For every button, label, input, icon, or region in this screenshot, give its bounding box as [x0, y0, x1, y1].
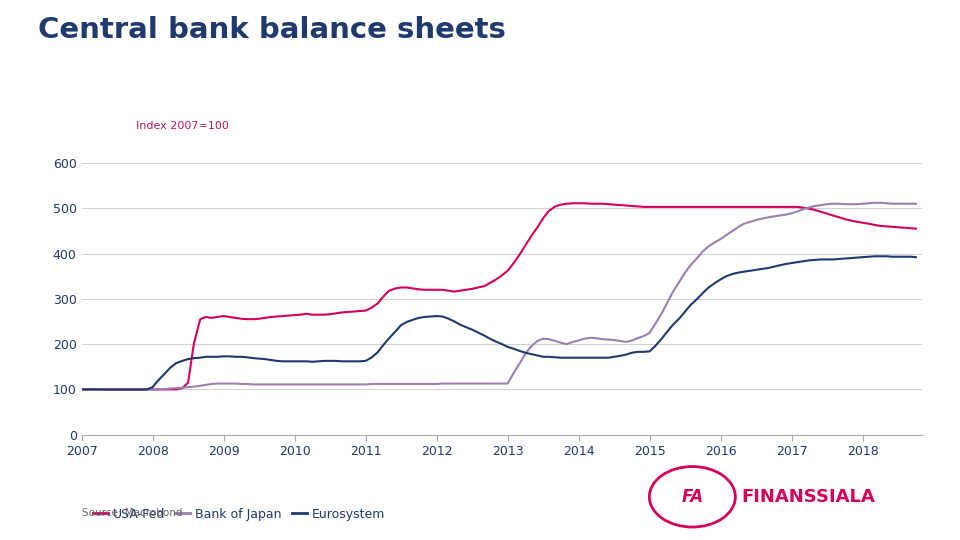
Text: FINANSSIALA: FINANSSIALA: [741, 488, 876, 506]
Text: Index 2007=100: Index 2007=100: [136, 122, 229, 131]
Text: Central bank balance sheets: Central bank balance sheets: [38, 16, 506, 44]
Text: Source: Macrobond: Source: Macrobond: [82, 508, 182, 518]
Text: FA: FA: [682, 488, 704, 506]
Legend: USA-Fed, Bank of Japan, Eurosystem: USA-Fed, Bank of Japan, Eurosystem: [88, 503, 390, 526]
